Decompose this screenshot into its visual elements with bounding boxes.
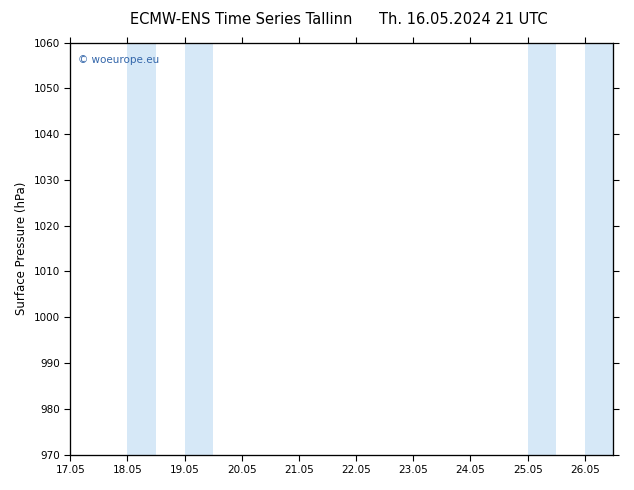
Bar: [127, 43, 156, 455]
Bar: [585, 43, 614, 455]
Bar: [527, 43, 556, 455]
Text: Th. 16.05.2024 21 UTC: Th. 16.05.2024 21 UTC: [378, 12, 547, 27]
Bar: [184, 43, 213, 455]
Text: © woeurope.eu: © woeurope.eu: [79, 55, 160, 65]
Y-axis label: Surface Pressure (hPa): Surface Pressure (hPa): [15, 182, 28, 315]
Text: ECMW-ENS Time Series Tallinn: ECMW-ENS Time Series Tallinn: [130, 12, 352, 27]
